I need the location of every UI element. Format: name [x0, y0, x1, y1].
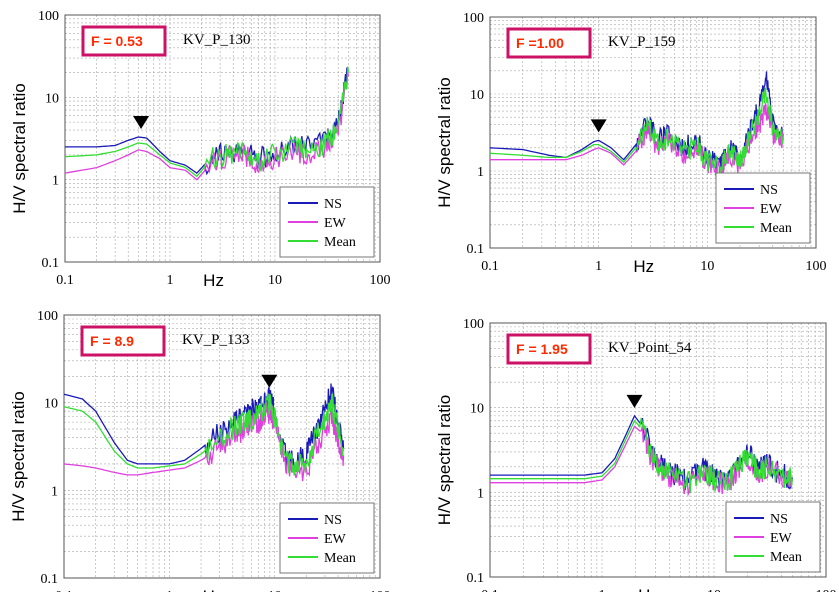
- legend-label-mean: Mean: [324, 551, 356, 566]
- chart-panel-1: 0.1 1 10 100 0.1 1 10 100 Hz H/V spectral ratio F …: [10, 9, 391, 290]
- x-tick-label: 100: [370, 273, 391, 288]
- legend-label-mean: Mean: [770, 550, 802, 565]
- legend-label-ew: EW: [770, 531, 793, 546]
- series-line-mean: [64, 66, 350, 178]
- station-label: KV_P_133: [182, 332, 250, 348]
- y-tick-label: 10: [44, 397, 58, 412]
- grid: [64, 315, 380, 578]
- chart-panel-4: 0.1 1 10 100 0.1 1 10 100 Hz H/V spectral ratio F …: [435, 317, 837, 592]
- legend-label-ns: NS: [770, 512, 788, 527]
- peak-marker: [133, 115, 150, 129]
- f-value-box: [80, 325, 166, 357]
- chart-panel-2: 0.1 1 10 100 0.1 1 10 100 Hz H/V spectral ratio F …: [435, 11, 827, 276]
- chart-panel-3: 0.1 1 10 100 0.1 1 10 100 Hz H/V spectral ratio F …: [9, 309, 391, 592]
- legend-label-ew: EW: [760, 202, 783, 217]
- y-axis-label: H/V spectral ratio: [435, 77, 454, 207]
- y-tick-label: 10: [470, 88, 484, 103]
- y-tick-label: 1: [51, 484, 58, 499]
- legend-label-ns: NS: [324, 513, 342, 528]
- legend-label-ns: NS: [324, 197, 342, 212]
- series-line-ew: [64, 71, 350, 181]
- x-tick-label: 10: [268, 273, 282, 288]
- peak-marker: [590, 119, 607, 133]
- peak-marker: [261, 374, 278, 388]
- plot-frame: [489, 16, 817, 249]
- x-axis-label: Hz: [633, 257, 654, 276]
- station-label: KV_Point_54: [608, 340, 692, 356]
- y-tick-label: 0.1: [467, 242, 485, 257]
- series-line-mean: [63, 393, 345, 476]
- f-value-box: [81, 25, 167, 57]
- station-label: KV_P_159: [608, 34, 676, 50]
- y-tick-label: 100: [463, 11, 484, 26]
- plot-frame: [64, 14, 381, 263]
- x-tick-label: 0.1: [481, 588, 499, 592]
- peak-marker: [626, 394, 643, 408]
- x-axis-label: Hz: [638, 586, 659, 592]
- x-tick-label: 1: [167, 273, 174, 288]
- x-tick-label: 0.1: [56, 273, 74, 288]
- x-tick-label: 1: [599, 588, 606, 592]
- f-value-box: [506, 27, 592, 59]
- y-tick-label: 100: [38, 9, 59, 24]
- legend-label-mean: Mean: [324, 235, 356, 250]
- y-tick-label: 0.1: [467, 571, 485, 586]
- y-tick-label: 0.1: [42, 256, 60, 271]
- f-value-label: F = 8.9: [90, 333, 134, 349]
- y-tick-label: 1: [477, 486, 484, 501]
- y-axis-label: H/V spectral ratio: [10, 83, 29, 213]
- legend-label-ns: NS: [760, 183, 778, 198]
- series-line-mean: [489, 87, 784, 180]
- y-tick-label: 1: [477, 165, 484, 180]
- x-tick-label: 1: [595, 259, 602, 274]
- series-line-mean: [490, 417, 793, 494]
- series-line-ns: [63, 383, 345, 475]
- x-tick-label: 1: [166, 589, 173, 592]
- f-value-box: [506, 333, 592, 365]
- x-tick-label: 0.1: [55, 589, 73, 592]
- series-line-ew: [490, 101, 784, 179]
- x-tick-label: 100: [370, 589, 391, 592]
- f-value-label: F =1.00: [516, 35, 564, 51]
- x-tick-label: 10: [707, 588, 721, 592]
- y-tick-label: 10: [45, 91, 59, 106]
- x-tick-label: 0.1: [481, 259, 499, 274]
- y-tick-label: 0.1: [41, 572, 59, 587]
- legend-label-ew: EW: [324, 532, 347, 547]
- x-tick-label: 100: [806, 259, 827, 274]
- series-line-ns: [490, 414, 793, 491]
- legend-label-mean: Mean: [760, 221, 792, 236]
- y-tick-label: 1: [52, 174, 59, 189]
- x-tick-label: 100: [816, 588, 837, 592]
- station-label: KV_P_130: [183, 32, 251, 48]
- y-tick-label: 100: [37, 309, 58, 324]
- plot-frame: [63, 314, 381, 579]
- f-value-label: F = 1.95: [516, 341, 568, 357]
- f-value-label: F = 0.53: [91, 33, 143, 49]
- x-axis-label: Hz: [203, 271, 224, 290]
- series-line-ew: [63, 401, 345, 482]
- y-tick-label: 100: [463, 317, 484, 332]
- legend-label-ew: EW: [324, 216, 347, 231]
- y-axis-label: H/V spectral ratio: [435, 395, 454, 525]
- y-tick-label: 10: [470, 402, 484, 417]
- x-axis-label: Hz: [203, 587, 224, 592]
- x-tick-label: 10: [700, 259, 714, 274]
- y-axis-label: H/V spectral ratio: [9, 391, 28, 521]
- x-tick-label: 10: [268, 589, 282, 592]
- plot-frame: [489, 322, 827, 578]
